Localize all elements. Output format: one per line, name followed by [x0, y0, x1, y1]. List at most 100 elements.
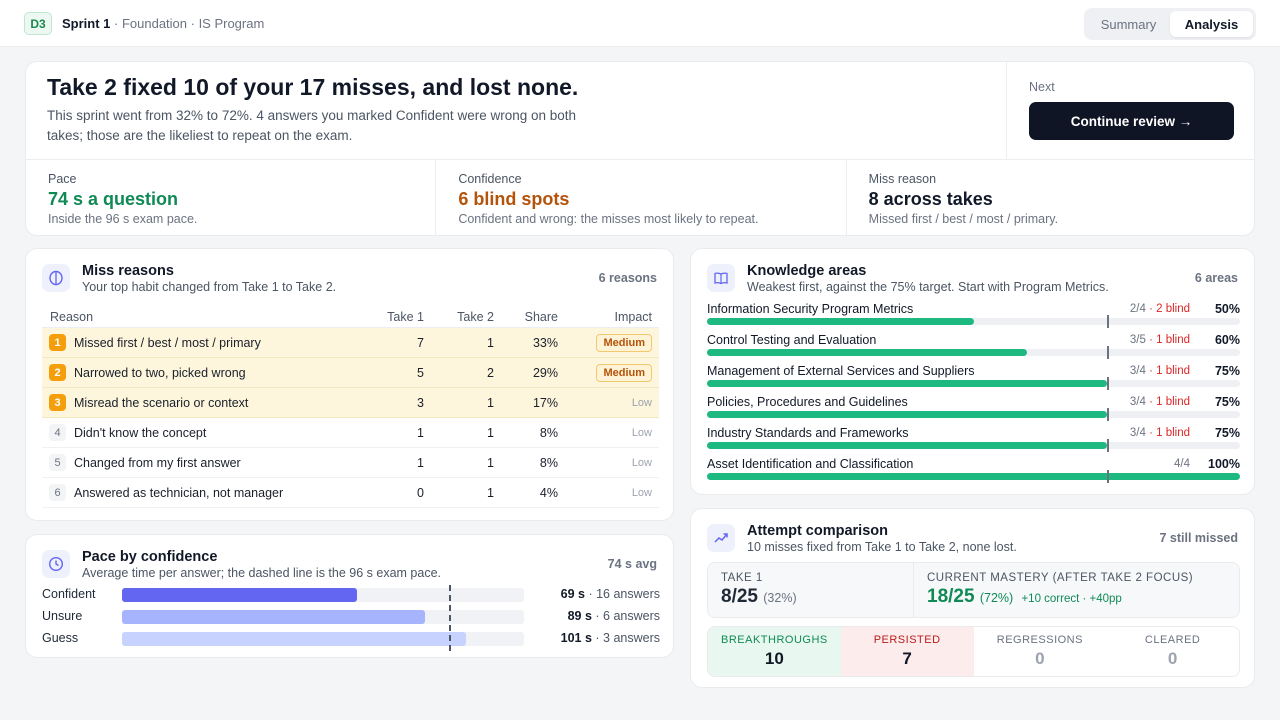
pace-row-guess: Guess 101 s · 3 answers — [42, 631, 662, 646]
book-icon — [707, 264, 735, 292]
pace-answers: · 3 answers — [591, 631, 660, 645]
share-value: 8% — [539, 455, 558, 470]
area-percent: 50% — [1214, 302, 1240, 316]
table-row[interactable]: 4 Didn't know the concept 1 1 8% Low — [42, 418, 659, 448]
card-title: Knowledge areas — [747, 263, 867, 279]
reason-text: Missed first / best / most / primary — [74, 335, 261, 350]
knowledge-area-row[interactable]: Management of External Services and Supp… — [707, 364, 1240, 394]
stat-value: 74 s a question — [48, 189, 179, 209]
card-subtitle: Average time per answer; the dashed line… — [82, 566, 442, 580]
impact-cell: Low — [632, 478, 652, 507]
area-track — [707, 408, 1240, 421]
target-marker — [1106, 377, 1109, 390]
pace-label: Confident — [42, 587, 96, 601]
breadcrumb-sprint[interactable]: Sprint 1 — [62, 16, 111, 31]
knowledge-area-row[interactable]: Information Security Program Metrics 2/4 … — [707, 302, 1240, 332]
persisted-cell[interactable]: PERSISTED 7 — [840, 627, 974, 676]
area-track — [707, 439, 1240, 452]
pace-answers: · 16 answers — [584, 587, 660, 601]
table-row[interactable]: 2 Narrowed to two, picked wrong 5 2 29% Mediu… — [42, 358, 659, 388]
cell-label: REGRESSIONS — [996, 634, 1083, 646]
col-reason: Reason — [50, 309, 94, 324]
reason-text: Answered as technician, not manager — [74, 485, 284, 500]
pace-answers: · 6 answers — [591, 609, 660, 623]
area-count: 3/5 · 1 blind — [1130, 334, 1190, 346]
rank-badge: 5 — [49, 454, 66, 471]
impact-cell: Low — [632, 418, 652, 447]
cell-label: PERSISTED — [873, 634, 941, 646]
pace-value: 101 s · 3 answers — [561, 631, 660, 645]
area-score: 3/4 — [1129, 365, 1146, 377]
tab-summary[interactable]: Summary — [1100, 16, 1157, 32]
stat-label: Pace — [48, 172, 77, 186]
pace-row-unsure: Unsure 89 s · 6 answers — [42, 609, 662, 624]
take1-value: 8/25 (32%) — [721, 586, 900, 608]
view-toggle: Summary Analysis — [1084, 8, 1256, 40]
next-panel: Next Continue review → — [1006, 62, 1254, 159]
tab-analysis[interactable]: Analysis — [1170, 11, 1253, 37]
take1-score: TAKE 1 8/25 (32%) — [708, 563, 914, 617]
regressions-cell[interactable]: REGRESSIONS 0 — [974, 627, 1107, 676]
area-name: Management of External Services and Supp… — [707, 364, 975, 378]
impact-cell: Low — [632, 448, 652, 477]
share-value: 17% — [532, 395, 558, 410]
rank-cell: 2 — [49, 358, 66, 387]
breadcrumb: Sprint 1 · Foundation · IS Program — [62, 16, 264, 31]
reason-text: Narrowed to two, picked wrong — [74, 365, 246, 380]
summary-hero: Take 2 fixed 10 of your 17 misses, and l… — [25, 61, 1255, 236]
table-row[interactable]: 5 Changed from my first answer 1 1 8% Low — [42, 448, 659, 478]
cell-label: CLEARED — [1144, 634, 1201, 646]
take2-count: 2 — [487, 365, 494, 380]
col-take2: Take 2 — [457, 309, 494, 324]
pace-bar — [122, 588, 358, 602]
impact-badge: Low — [631, 396, 652, 409]
target-marker — [1106, 470, 1109, 483]
mastery-label: CURRENT MASTERY (AFTER TAKE 2 FOCUS) — [927, 572, 1194, 584]
area-count: 2/4 · 2 blind — [1130, 303, 1190, 315]
area-track — [707, 315, 1240, 328]
col-share: Share — [524, 309, 558, 324]
breakthroughs-cell[interactable]: BREAKTHROUGHS 10 — [708, 627, 841, 676]
rank-cell: 4 — [49, 418, 66, 447]
target-marker — [1106, 315, 1109, 328]
table-header: Reason Take 1 Take 2 Share Impact — [42, 306, 659, 328]
trend-up-icon — [707, 524, 735, 552]
area-count: 3/4 · 1 blind — [1130, 365, 1190, 377]
impact-badge: Low — [631, 426, 652, 439]
reason-text: Didn't know the concept — [74, 425, 207, 440]
take1-count: 1 — [417, 425, 424, 440]
score-comparison: TAKE 1 8/25 (32%) CURRENT MASTERY (AFTER… — [707, 562, 1240, 618]
stat-label: Miss reason — [868, 172, 937, 186]
knowledge-area-row[interactable]: Policies, Procedures and Guidelines 3/4 ·… — [707, 395, 1240, 425]
table-row[interactable]: 1 Missed first / best / most / primary 7 1 3… — [42, 328, 659, 358]
pace-seconds: 89 s — [567, 609, 592, 623]
table-row[interactable]: 3 Misread the scenario or context 3 1 17% Low — [42, 388, 659, 418]
stat-value: 6 blind spots — [458, 189, 570, 209]
take1-count: 3 — [417, 395, 424, 410]
area-percent: 100% — [1208, 457, 1240, 471]
continue-review-button[interactable]: Continue review → — [1029, 102, 1234, 140]
blind-count: · 2 blind — [1145, 303, 1190, 315]
impact-badge: Medium — [596, 333, 652, 352]
take1-count: 5 — [417, 365, 424, 380]
pace-label: Unsure — [42, 609, 83, 623]
pace-bar — [122, 632, 467, 646]
rank-badge: 3 — [49, 394, 66, 411]
knowledge-area-row[interactable]: Control Testing and Evaluation 3/5 · 1 bl… — [707, 333, 1240, 363]
pace-seconds: 69 s — [560, 587, 585, 601]
take2-count: 1 — [487, 395, 494, 410]
area-count: 6 areas — [1194, 271, 1238, 285]
knowledge-area-row[interactable]: Industry Standards and Frameworks 3/4 · 1… — [707, 426, 1240, 456]
table-row[interactable]: 6 Answered as technician, not manager 0 1 4%… — [42, 478, 659, 508]
area-bar — [707, 349, 1027, 356]
cleared-cell[interactable]: CLEARED 0 — [1106, 627, 1239, 676]
col-impact: Impact — [614, 309, 652, 324]
rank-cell: 1 — [49, 328, 66, 357]
knowledge-area-row[interactable]: Asset Identification and Classification 4… — [707, 457, 1240, 487]
area-track — [707, 346, 1240, 359]
pace-bar — [122, 610, 426, 624]
card-title: Attempt comparison — [747, 523, 888, 539]
take1-label: TAKE 1 — [721, 572, 763, 584]
area-name: Information Security Program Metrics — [707, 302, 914, 316]
reason-count: 6 reasons — [598, 271, 657, 285]
